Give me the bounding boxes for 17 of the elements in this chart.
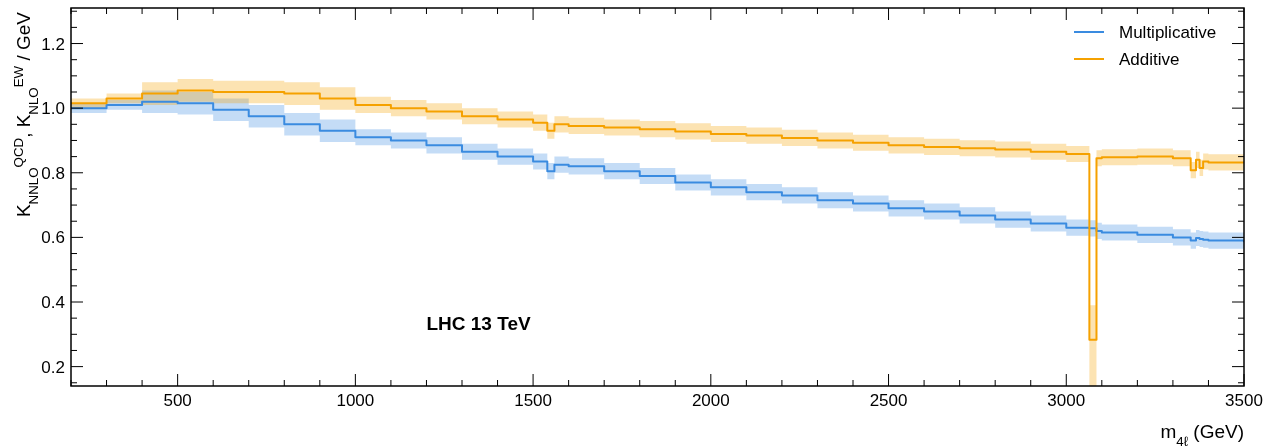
x-tick-label: 2500 bbox=[869, 391, 908, 410]
y-tick-label: 0.8 bbox=[41, 163, 65, 183]
y-tick-label: 0.4 bbox=[41, 293, 65, 312]
y-tick-label: 1.0 bbox=[41, 99, 65, 119]
x-tick-label: 2000 bbox=[691, 391, 730, 410]
y-tick-label: 0.2 bbox=[41, 357, 65, 377]
annotation: LHC 13 TeV bbox=[426, 313, 531, 334]
legend-label: Additive bbox=[1119, 50, 1180, 69]
x-axis-title: m$_{4ℓ}$ (GeV) bbox=[1160, 421, 1244, 446]
legend-label: Multiplicative bbox=[1119, 23, 1217, 42]
y-tick-label: 0.6 bbox=[41, 228, 65, 248]
x-tick-label: 1500 bbox=[514, 391, 552, 410]
x-tick-label: 500 bbox=[163, 391, 192, 410]
x-tick-label: 3000 bbox=[1047, 391, 1086, 410]
x-tick-label: 3500 bbox=[1225, 391, 1263, 410]
x-tick-label: 1000 bbox=[336, 391, 375, 410]
y-tick-label: 1.2 bbox=[41, 34, 65, 54]
